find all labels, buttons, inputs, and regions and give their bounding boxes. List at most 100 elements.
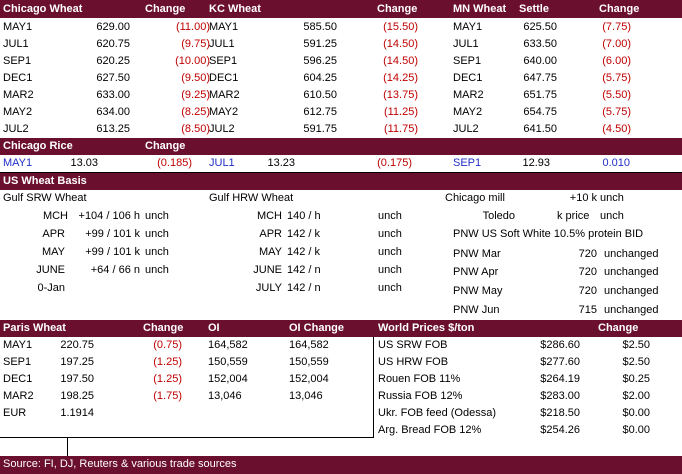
srw-value: +99 / 101 k [85, 228, 140, 240]
hrw-month: JUNE [253, 264, 282, 276]
rice-price-2: 13.23 [267, 157, 295, 169]
world-price: $283.00 [540, 390, 580, 402]
kc-price: 612.75 [303, 106, 337, 118]
mn-price: 647.75 [523, 72, 557, 84]
world-label: Ukr. FOB feed (Odessa) [378, 407, 496, 419]
mn-month: MAY2 [453, 106, 483, 118]
toledo-value: k price [557, 210, 590, 222]
cc-change: (10.00) [175, 55, 210, 67]
paris-bottom-border [0, 437, 374, 438]
srw-value: +104 / 106 h [78, 210, 140, 222]
mn-price: 625.50 [523, 21, 557, 33]
hrw-month: JULY [255, 282, 282, 294]
pnw-label: PNW May [453, 285, 503, 297]
toledo-change: unch [600, 210, 624, 222]
mn-month: SEP1 [453, 55, 482, 67]
paris-change-header: Change [143, 322, 184, 334]
paris-change: (0.75) [153, 339, 182, 351]
kc-month: DEC1 [209, 72, 239, 84]
pnw-change: unchanged [604, 304, 659, 316]
mn-change: (6.00) [602, 55, 631, 67]
srw-change: unch [145, 228, 169, 240]
mn-month: MAR2 [453, 89, 484, 101]
basis-header-band [0, 173, 682, 190]
kc-change: (14.50) [383, 38, 418, 50]
paris-oi-change-header: OI Change [289, 322, 345, 334]
pnw-title: PNW US Soft White 10.5% protein BID [453, 228, 644, 240]
cc-price: 620.75 [96, 38, 130, 50]
srw-value: +99 / 101 k [85, 246, 140, 258]
rice-row-underline [0, 172, 682, 173]
eur-value: 1.1914 [60, 407, 94, 419]
paris-month: DEC1 [3, 373, 33, 385]
pnw-label: PNW Apr [453, 266, 499, 278]
cc-change: (9.25) [181, 89, 210, 101]
paris-oi-change: 152,004 [289, 373, 329, 385]
pnw-label: PNW Jun [453, 304, 500, 316]
kc-month: MAY1 [209, 21, 239, 33]
hrw-value: 142 / k [287, 246, 321, 258]
paris-oi: 152,004 [208, 373, 248, 385]
mn-month: DEC1 [453, 72, 483, 84]
paris-oi-change: 150,559 [289, 356, 329, 368]
kc-change: (15.50) [383, 21, 418, 33]
kc-month: JUL2 [209, 123, 235, 135]
mn-change: (7.75) [602, 21, 631, 33]
paris-change: (1.25) [153, 356, 182, 368]
mn-change: (4.50) [602, 123, 631, 135]
mn-change-header: Change [599, 3, 640, 15]
hrw-change: unch [378, 282, 402, 294]
world-change-header: Change [598, 322, 639, 334]
srw-month: MCH [42, 210, 68, 222]
hrw-month: MCH [256, 210, 282, 222]
srw-month: APR [42, 228, 65, 240]
cc-month: JUL2 [3, 123, 29, 135]
world-price: $264.19 [540, 373, 580, 385]
chicago-mill-label: Chicago mill [445, 192, 505, 204]
kc-price: 585.50 [303, 21, 337, 33]
cc-month: JUL1 [3, 38, 29, 50]
cc-price: 634.00 [96, 106, 130, 118]
us-wheat-basis-title: US Wheat Basis [3, 175, 87, 187]
chicago-mill-value: +10 k [569, 192, 597, 204]
kc-change: (11.75) [383, 123, 418, 135]
kc-month: JUL1 [209, 38, 235, 50]
paris-change: (1.25) [153, 373, 182, 385]
paris-world-header-band [0, 320, 682, 337]
paris-oi: 13,046 [208, 390, 242, 402]
paris-oi-change: 13,046 [289, 390, 323, 402]
futures-header-band [0, 0, 682, 18]
cc-price: 629.00 [96, 21, 130, 33]
srw-month: JUNE [36, 264, 65, 276]
srw-change: unch [145, 264, 169, 276]
rice-price-3: 12.93 [522, 157, 550, 169]
cc-change: (9.75) [181, 38, 210, 50]
world-change: $2.50 [622, 356, 650, 368]
hrw-month: APR [259, 228, 282, 240]
gulf-hrw-title: Gulf HRW Wheat [209, 192, 294, 204]
eur-label: EUR [3, 407, 27, 419]
paris-oi-header: OI [208, 322, 220, 334]
kc-price: 591.25 [303, 38, 337, 50]
pnw-value: 720 [578, 248, 597, 260]
paris-change: (1.75) [153, 390, 182, 402]
world-change: $0.00 [622, 407, 650, 419]
mn-month: MAY1 [453, 21, 483, 33]
source-divider [67, 437, 68, 456]
world-label: US SRW FOB [378, 339, 448, 351]
world-price: $277.60 [540, 356, 580, 368]
world-prices-title: World Prices $/ton [378, 322, 475, 334]
paris-oi-change: 164,582 [289, 339, 329, 351]
hrw-month: MAY [258, 246, 282, 258]
hrw-value: 140 / h [287, 210, 321, 222]
world-label: Rouen FOB 11% [378, 373, 461, 385]
toledo-label: Toledo [482, 210, 515, 222]
kc-month: SEP1 [209, 55, 238, 67]
cc-month: MAY1 [3, 21, 33, 33]
srw-month: 0-Jan [37, 282, 65, 294]
kc-change: (11.25) [383, 106, 418, 118]
kc-price: 604.25 [303, 72, 337, 84]
cc-price: 613.25 [96, 123, 130, 135]
srw-value: +64 / 66 n [90, 264, 140, 276]
srw-change: unch [145, 210, 169, 222]
